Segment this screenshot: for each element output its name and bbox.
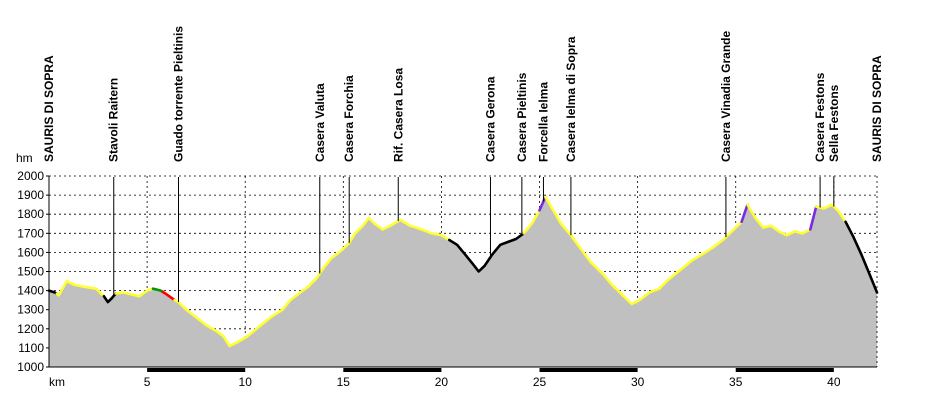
y-tick-label: 1300: [17, 303, 44, 317]
waypoint-label: Forcella Ielma: [536, 82, 550, 162]
segment-easy: [55, 279, 106, 298]
km-band: [147, 368, 246, 372]
km-band: [539, 368, 638, 372]
waypoint-label: Casera Gerona: [484, 76, 498, 162]
km-band: [343, 368, 442, 372]
x-tick-label: 40: [827, 375, 841, 389]
x-tick-label: 20: [435, 375, 449, 389]
y-tick-label: 1800: [17, 207, 44, 221]
y-tick-label: 2000: [17, 169, 44, 183]
waypoint-label: Casera Valuta: [313, 83, 327, 162]
y-unit-label: hm: [16, 151, 33, 165]
y-tick-label: 1600: [17, 245, 44, 259]
segment-steep: [538, 195, 547, 212]
segment-easy: [746, 203, 812, 237]
waypoint-label: Casera Forchia: [342, 75, 356, 162]
x-tick-label: 35: [729, 375, 743, 389]
segment-hard: [161, 290, 176, 302]
segment-medium: [447, 232, 526, 273]
waypoint-label: Casera Vinadia Grande: [719, 31, 733, 163]
waypoint-label: Stavoli Raitern: [107, 78, 121, 162]
axes: 2000 1900 1800 1700 1600 1500 1400 1300 1200 1100…: [17, 169, 878, 389]
segment-steep: [808, 205, 818, 231]
y-tick-label: 1100: [18, 341, 44, 355]
km-band: [735, 368, 834, 372]
waypoint-label: Casera Pieltinis: [515, 72, 529, 162]
y-tick-label: 1900: [17, 188, 44, 202]
waypoint-label: Casera Festons: [813, 72, 827, 162]
segment-steep: [740, 203, 749, 224]
segment-easy: [114, 287, 155, 298]
segment-easy: [544, 195, 743, 306]
x-tick-label: 15: [337, 375, 351, 389]
waypoint-label: SAURIS DI SOPRA: [42, 55, 56, 162]
waypoint-label: Rif. Casera Losa: [391, 68, 405, 162]
x-tick-label: 10: [239, 375, 253, 389]
segment-easy: [173, 216, 451, 348]
segment-medium: [844, 220, 879, 294]
y-tick-label: 1500: [17, 265, 44, 279]
x-tick-label: 25: [533, 375, 547, 389]
segment-easy: [522, 209, 541, 235]
waypoint-label: Casera Ielma di Sopra: [564, 36, 578, 162]
waypoint-label: SAURIS DI SOPRA: [870, 55, 884, 162]
y-tick-label: 1700: [17, 226, 44, 240]
y-tick-label: 1200: [17, 322, 44, 336]
x-tick-label: 30: [631, 375, 645, 389]
waypoint-label: Guado torrente Pieltinis: [172, 26, 186, 162]
y-tick-label: 1400: [17, 284, 44, 298]
segment-easy: [814, 203, 847, 224]
difficulty-segments: [47, 195, 879, 348]
waypoint-label: Sella Festons: [827, 84, 841, 162]
y-tick-label: 1000: [17, 360, 44, 374]
x-tick-label: 5: [144, 375, 151, 389]
elevation-area: [49, 197, 877, 367]
x-unit-label: km: [49, 375, 65, 389]
waypoints: SAURIS DI SOPRA Stavoli Raitern Guado torr…: [42, 26, 884, 303]
